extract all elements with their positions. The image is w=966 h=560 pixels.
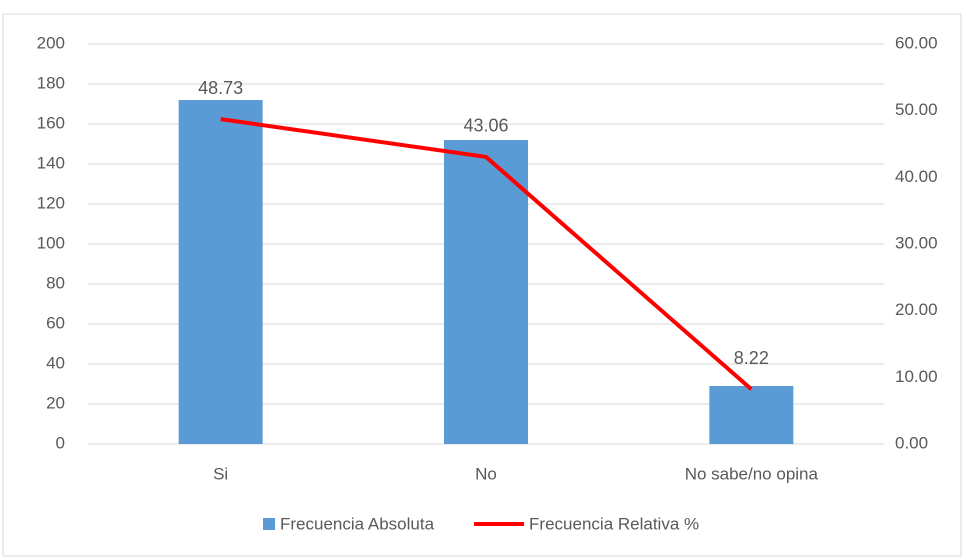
y-tick-label: 120 <box>37 193 65 212</box>
x-tick-label: No sabe/no opina <box>685 464 819 483</box>
y2-tick-label: 0.00 <box>895 433 928 452</box>
line <box>220 117 753 391</box>
bar <box>178 100 263 444</box>
y2-tick-label: 60.00 <box>895 33 938 52</box>
y-tick-label: 80 <box>46 273 65 292</box>
y-tick-label: 200 <box>37 33 65 52</box>
y-tick-label: 160 <box>37 113 65 132</box>
y-tick-label: 0 <box>56 433 65 452</box>
y-tick-label: 60 <box>46 313 65 332</box>
y2-tick-label: 50.00 <box>895 100 938 119</box>
y2-tick-label: 20.00 <box>895 300 938 319</box>
y-tick-label: 40 <box>46 353 65 372</box>
y2-tick-label: 40.00 <box>895 167 938 186</box>
bar <box>444 140 528 444</box>
y-tick-label: 20 <box>46 393 65 412</box>
x-tick-label: Si <box>213 464 228 483</box>
y-tick-label: 140 <box>37 153 65 172</box>
data-label: 8.22 <box>734 348 769 368</box>
y2-tick-label: 10.00 <box>895 367 938 386</box>
legend-label: Frecuencia Absoluta <box>280 514 435 533</box>
x-tick-label: No <box>475 464 497 483</box>
bar <box>709 386 794 444</box>
y2-tick-label: 30.00 <box>895 233 938 252</box>
legend-swatch <box>263 518 275 530</box>
legend-label: Frecuencia Relativa % <box>529 514 699 533</box>
y-tick-label: 100 <box>37 233 65 252</box>
y-tick-label: 180 <box>37 73 65 92</box>
data-label: 48.73 <box>198 78 243 98</box>
data-label: 43.06 <box>463 116 508 136</box>
